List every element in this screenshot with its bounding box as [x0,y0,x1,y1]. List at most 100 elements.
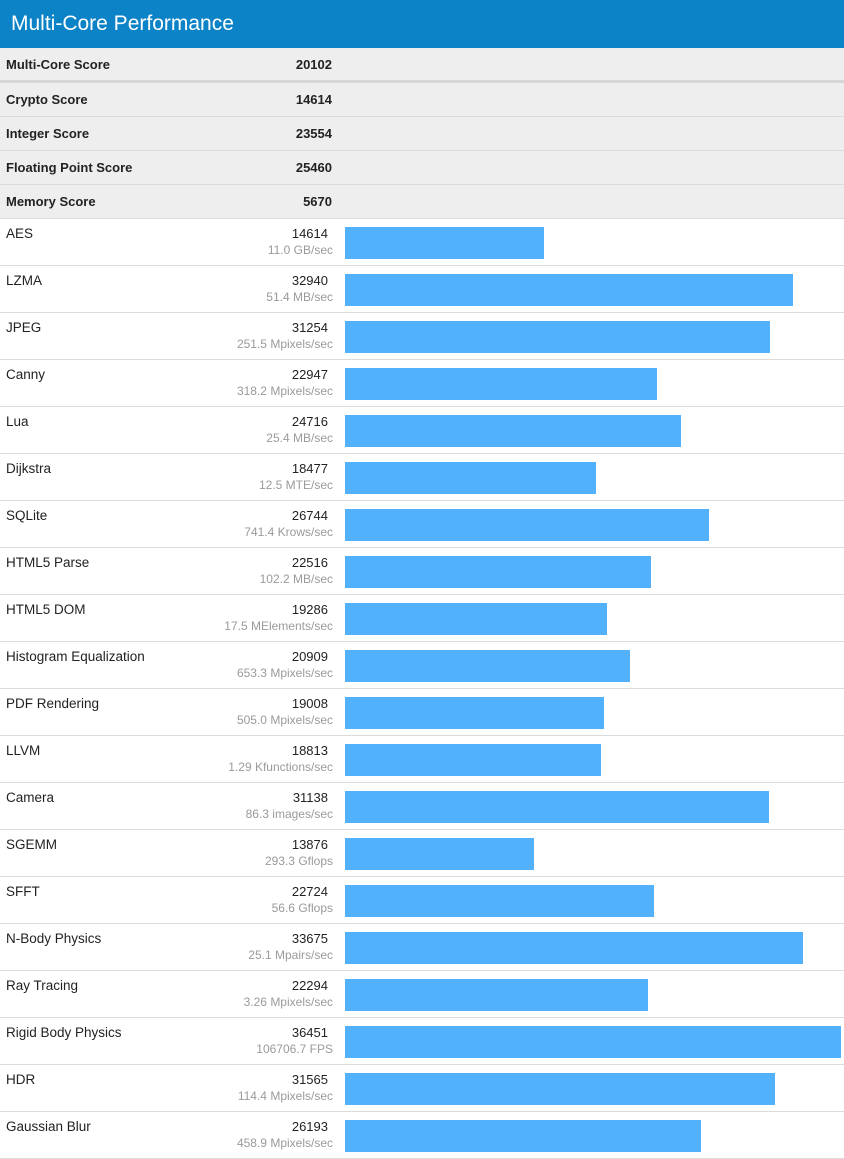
benchmark-rate: 25.4 MB/sec [266,431,333,445]
benchmark-row: SGEMM 13876 293.3 Gflops [0,830,844,877]
benchmark-rate: 3.26 Mpixels/sec [243,995,333,1009]
benchmark-score: 18813 [291,743,328,758]
benchmark-score: 33675 [291,931,328,946]
benchmark-name: SQLite [6,508,48,523]
summary-score: 23554 [295,126,332,141]
benchmark-row: HTML5 Parse 22516 102.2 MB/sec [0,548,844,595]
benchmark-rate: 505.0 Mpixels/sec [236,713,333,727]
benchmark-score: 22947 [291,367,328,382]
benchmark-name: SGEMM [6,837,58,852]
benchmark-bar [345,603,607,635]
benchmark-score: 26193 [291,1119,328,1134]
benchmark-row: Canny 22947 318.2 Mpixels/sec [0,360,844,407]
benchmark-score: 14614 [291,226,328,241]
summary-name: Integer Score [6,126,90,141]
benchmark-name: Lua [6,414,29,429]
benchmark-score: 31565 [291,1072,328,1087]
benchmark-row: Ray Tracing 22294 3.26 Mpixels/sec [0,971,844,1018]
benchmark-row: Gaussian Blur 26193 458.9 Mpixels/sec [0,1112,844,1159]
benchmark-name: HTML5 DOM [6,602,86,617]
benchmark-rate: 318.2 Mpixels/sec [236,384,333,398]
summary-score: 25460 [295,160,332,175]
benchmark-name: LLVM [6,743,41,758]
benchmark-rate: 86.3 images/sec [245,807,333,821]
benchmark-bar [345,885,654,917]
benchmark-row: HDR 31565 114.4 Mpixels/sec [0,1065,844,1112]
benchmark-bar [345,415,681,447]
benchmark-score: 26744 [291,508,328,523]
summary-row: Crypto Score 14614 [0,83,844,117]
summary-score: 20102 [295,56,332,72]
benchmark-score: 22516 [291,555,328,570]
benchmark-row: LZMA 32940 51.4 MB/sec [0,266,844,313]
benchmark-bar [345,1073,775,1105]
benchmark-name: Rigid Body Physics [6,1025,122,1040]
benchmark-row: Lua 24716 25.4 MB/sec [0,407,844,454]
benchmark-name: HDR [6,1072,36,1087]
benchmark-name: Camera [6,790,55,805]
benchmark-bar [345,321,770,353]
benchmark-score: 22724 [291,884,328,899]
benchmark-row: JPEG 31254 251.5 Mpixels/sec [0,313,844,360]
benchmark-rate: 653.3 Mpixels/sec [236,666,333,680]
summary-name: Crypto Score [6,92,88,107]
benchmark-name: Dijkstra [6,461,52,476]
benchmark-bar [345,462,596,494]
benchmark-score: 20909 [291,649,328,664]
benchmark-rate: 11.0 GB/sec [267,243,333,257]
benchmark-row: HTML5 DOM 19286 17.5 MElements/sec [0,595,844,642]
benchmark-name: N-Body Physics [6,931,102,946]
benchmark-rate: 51.4 MB/sec [266,290,333,304]
panel-title: Multi-Core Performance [0,0,844,48]
benchmark-bar [345,650,630,682]
benchmark-bar [345,274,793,306]
benchmark-bar [345,791,769,823]
benchmark-table: AES 14614 11.0 GB/sec LZMA 32940 51.4 MB/sec J… [0,219,844,1159]
benchmark-row: Dijkstra 18477 12.5 MTE/sec [0,454,844,501]
summary-table: Multi-Core Score 20102 Crypto Score 14614 In… [0,48,844,219]
benchmark-score: 36451 [291,1025,328,1040]
summary-name: Floating Point Score [6,160,133,175]
benchmark-name: PDF Rendering [6,696,100,711]
benchmark-row: Camera 31138 86.3 images/sec [0,783,844,830]
benchmark-rate: 102.2 MB/sec [259,572,333,586]
benchmark-rate: 106706.7 FPS [256,1042,333,1056]
benchmark-name: SFFT [6,884,40,899]
benchmark-rate: 12.5 MTE/sec [258,478,333,492]
benchmark-bar [345,744,601,776]
benchmark-score: 19286 [291,602,328,617]
benchmark-row: PDF Rendering 19008 505.0 Mpixels/sec [0,689,844,736]
benchmark-rate: 741.4 Krows/sec [244,525,333,539]
benchmark-row: N-Body Physics 33675 25.1 Mpairs/sec [0,924,844,971]
benchmark-name: LZMA [6,273,43,288]
benchmark-score: 31138 [292,790,328,805]
benchmark-bar [345,1026,841,1058]
benchmark-bar [345,697,604,729]
benchmark-rate: 17.5 MElements/sec [224,619,333,633]
benchmark-score: 18477 [291,461,328,476]
benchmark-score: 32940 [291,273,328,288]
benchmark-row: Histogram Equalization 20909 653.3 Mpixels… [0,642,844,689]
benchmark-name: AES [6,226,34,241]
summary-row: Multi-Core Score 20102 [0,48,844,83]
benchmark-rate: 114.4 Mpixels/sec [237,1089,333,1103]
benchmark-name: HTML5 Parse [6,555,90,570]
benchmark-rate: 56.6 Gflops [271,901,333,915]
benchmark-score: 13876 [291,837,328,852]
summary-row: Integer Score 23554 [0,117,844,151]
benchmark-name: Canny [6,367,46,382]
summary-score: 5670 [303,194,332,209]
benchmark-bar [345,227,544,259]
benchmark-bar [345,932,803,964]
summary-row: Memory Score 5670 [0,185,844,219]
benchmark-score: 19008 [291,696,328,711]
benchmark-bar [345,368,657,400]
benchmark-rate: 251.5 Mpixels/sec [236,337,333,351]
benchmark-bar [345,1120,701,1152]
benchmark-bar [345,979,648,1011]
summary-row: Floating Point Score 25460 [0,151,844,185]
benchmark-row: SFFT 22724 56.6 Gflops [0,877,844,924]
benchmark-name: Ray Tracing [6,978,79,993]
benchmark-row: SQLite 26744 741.4 Krows/sec [0,501,844,548]
